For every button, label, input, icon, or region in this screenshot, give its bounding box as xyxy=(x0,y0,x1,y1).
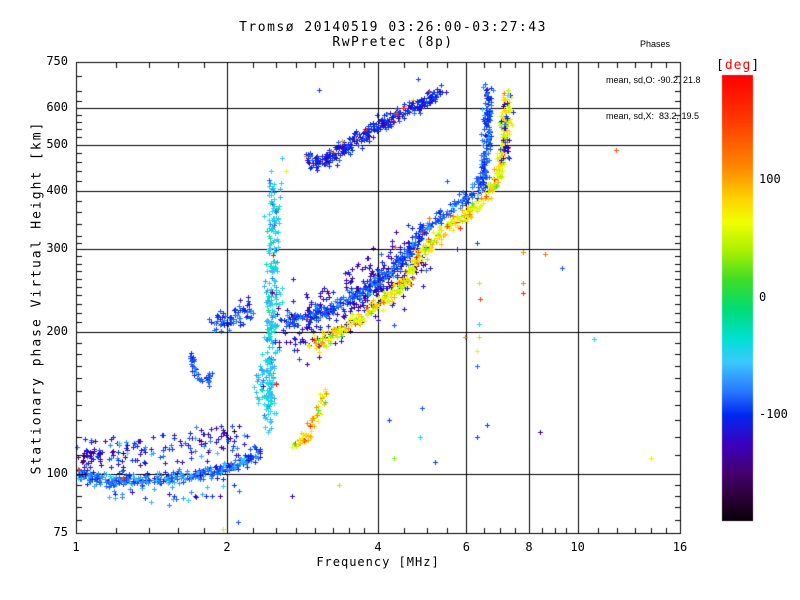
phase-stats-header: Phases xyxy=(639,39,671,49)
x-tick-label: 10 xyxy=(570,540,585,554)
phase-stats-o-line: mean, sd,O: -90.2, 21.8 xyxy=(606,75,701,85)
y-tick-label: 300 xyxy=(46,241,68,256)
colorbar-bracket-close: ] xyxy=(751,58,761,73)
y-tick-label: 200 xyxy=(46,324,68,339)
y-tick-label: 100 xyxy=(46,466,68,481)
colorbar-unit-label: [deg] xyxy=(716,58,760,73)
page-title: Tromsø 20140519 03:26:00-03:27:43 xyxy=(239,20,547,35)
y-tick-label: 400 xyxy=(46,182,68,197)
colorbar-tick-label: -100 xyxy=(759,406,788,421)
x-tick-label: 8 xyxy=(525,540,533,554)
x-tick-label: 1 xyxy=(72,540,80,554)
colorbar-unit-text: deg xyxy=(724,58,752,73)
x-tick-label: 16 xyxy=(672,540,688,554)
y-tick-label: 75 xyxy=(53,525,68,539)
x-tick-label: 2 xyxy=(223,540,231,554)
x-tick-label: 6 xyxy=(462,540,470,554)
y-axis-title: Stationary phase Virtual Height [km] xyxy=(29,120,45,475)
x-tick-label: 4 xyxy=(374,540,382,554)
plot-subtitle: RwPretec (8p) xyxy=(332,35,454,50)
y-tick-label: 600 xyxy=(46,99,68,114)
y-tick-label: 750 xyxy=(46,54,68,68)
y-tick-label: 500 xyxy=(46,136,68,151)
phase-stats-block: Phases mean, sd,O: -90.2, 21.8 mean, sd,… xyxy=(606,14,718,146)
colorbar-bracket-open: [ xyxy=(716,58,725,73)
colorbar-tick-label: 0 xyxy=(759,289,767,304)
x-axis-title: Frequency [MHz] xyxy=(316,555,440,569)
colorbar-tick-label: 100 xyxy=(759,172,781,187)
phase-stats-x-line: mean, sd,X: 83.2, 19.5 xyxy=(606,111,700,121)
